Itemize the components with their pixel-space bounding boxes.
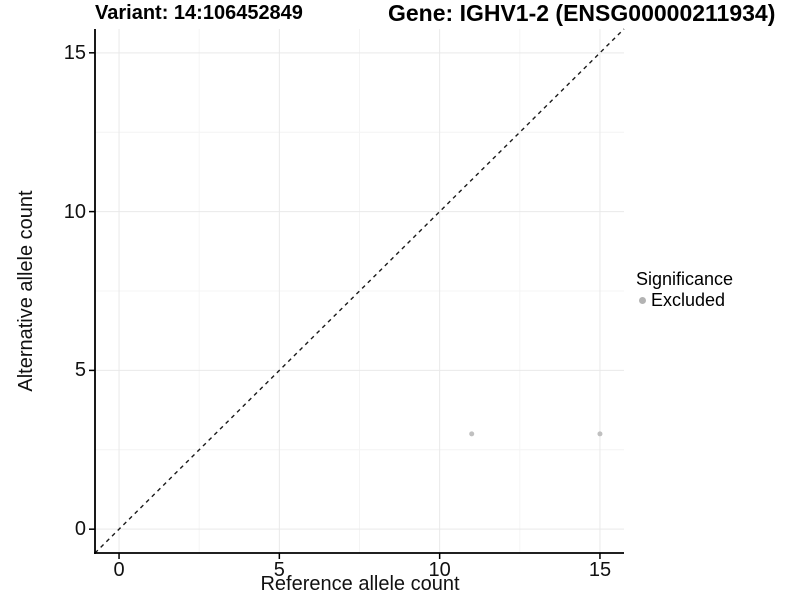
x-tick-label: 0	[113, 559, 125, 581]
x-tick-label: 10	[428, 559, 451, 581]
legend: Significance Excluded	[636, 268, 733, 310]
legend-item: Excluded	[636, 290, 733, 310]
y-axis-title: Alternative allele count	[15, 190, 37, 392]
variant-title: Variant: 14:106452849	[95, 2, 303, 24]
x-tick-label: 15	[588, 559, 612, 581]
y-tick-label: 5	[74, 359, 86, 382]
legend-title: Significance	[636, 269, 734, 289]
legend-point-icon	[639, 296, 646, 304]
y-tick-label: 10	[63, 200, 86, 223]
data-point	[597, 431, 603, 437]
y-tick-label: 0	[74, 518, 86, 541]
legend-item-label: Excluded	[651, 289, 726, 310]
data-point	[469, 431, 475, 437]
y-tick-label: 15	[63, 41, 86, 64]
gene-title: Gene: IGHV1-2 (ENSG00000211934)	[388, 0, 776, 26]
x-tick-label: 5	[273, 559, 285, 581]
x-axis-title: Reference allele count	[260, 573, 460, 595]
